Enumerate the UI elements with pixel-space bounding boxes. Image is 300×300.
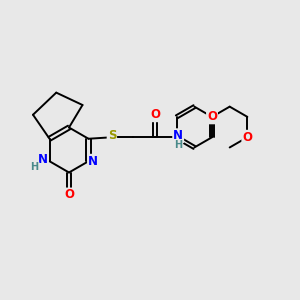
- Text: O: O: [207, 110, 217, 123]
- Text: N: N: [173, 129, 183, 142]
- Text: O: O: [242, 131, 252, 144]
- Text: N: N: [38, 153, 48, 166]
- Text: H: H: [174, 140, 182, 150]
- Text: O: O: [150, 108, 160, 121]
- Text: H: H: [31, 162, 39, 172]
- Text: S: S: [108, 129, 116, 142]
- Text: O: O: [64, 188, 74, 202]
- Text: N: N: [88, 155, 98, 168]
